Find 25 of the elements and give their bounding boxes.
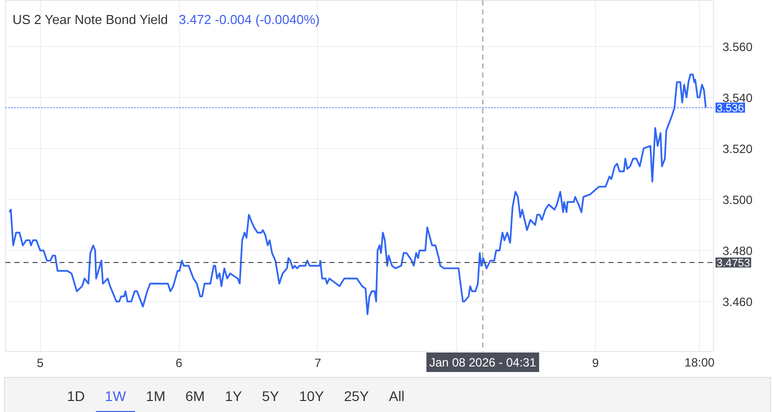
y-tick-label: 3.540 (722, 90, 753, 105)
x-tick-label: 5 (36, 356, 44, 370)
x-tick-label: 9 (592, 356, 600, 370)
x-tick-label: 6 (176, 356, 183, 370)
text: 1D (66, 387, 86, 406)
text: 25Y (342, 387, 370, 406)
text: 1Y (224, 387, 243, 406)
text: 10Y (298, 387, 325, 406)
y-tick-label: 3.480 (722, 244, 753, 258)
ref-line-label: 3.536 (716, 102, 744, 115)
text: 5Y (260, 387, 280, 406)
ref-line-label: 3.4753 (716, 257, 750, 270)
y-tick-label: 3.460 (722, 294, 753, 309)
text: US 2 Year Note Bond Yield (12, 12, 168, 27)
text: 1W (96, 381, 135, 412)
text: 1M (144, 387, 166, 406)
x-tick-label: 7 (314, 356, 322, 370)
y-tick-label: 3.560 (722, 40, 753, 54)
y-tick-label: 3.520 (722, 142, 753, 156)
y-tick-label: 3.500 (722, 192, 753, 207)
text: All (388, 387, 406, 406)
x-tick-label: 18:00 (684, 356, 715, 370)
text: 6M (184, 387, 206, 406)
ref-line-label: Jan 08 2026 - 04:31 (429, 356, 536, 370)
text: 3.472 -0.004 (-0.0040%) (178, 12, 320, 27)
